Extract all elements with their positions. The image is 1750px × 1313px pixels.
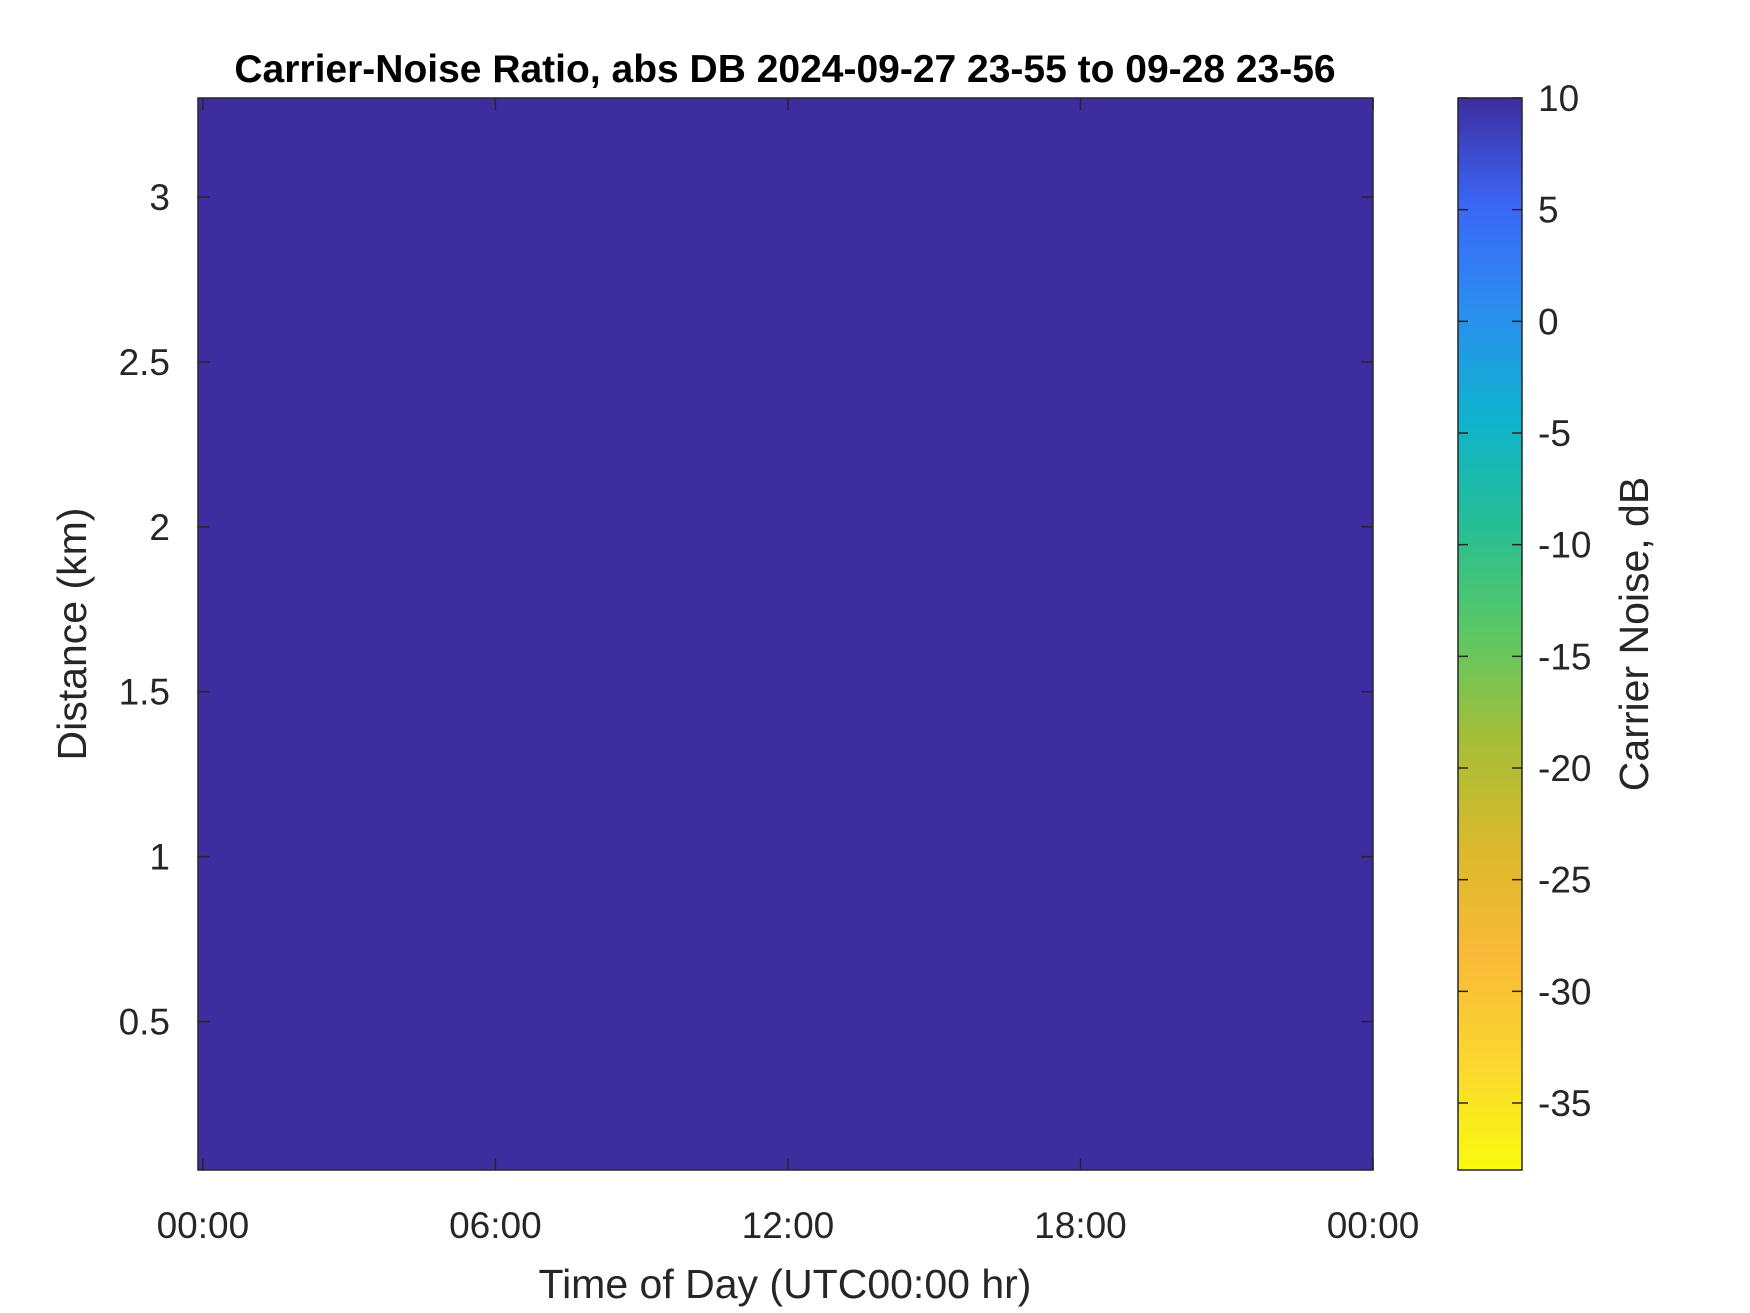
x-tick-label: 06:00 [449,1205,542,1246]
colorbar-gradient [1457,97,1523,1171]
y-tick-label: 0.5 [119,1002,170,1043]
y-tick-label: 2 [149,507,170,548]
colorbar-tick-label: -15 [1538,636,1591,677]
colorbar-tick-label: 0 [1538,301,1559,342]
y-tick-label: 1 [149,837,170,878]
colorbar-tick-label: -25 [1538,860,1591,901]
plot-frame [197,97,1374,1171]
colorbar-tick-label: -30 [1538,971,1591,1012]
heatmap-image [198,98,1373,1170]
y-tick-label: 3 [149,177,170,218]
chart-title: Carrier-Noise Ratio, abs DB 2024-09-27 2… [234,48,1335,91]
colorbar-tick-label: 5 [1538,190,1559,231]
colorbar-tick-label: -20 [1538,748,1591,789]
y-tick-label: 1.5 [119,672,170,713]
y-axis-label: Distance (km) [49,508,95,761]
y-tick-label: 2.5 [119,342,170,383]
x-tick-label: 00:00 [157,1205,250,1246]
x-tick-label: 00:00 [1327,1205,1420,1246]
x-axis-label: Time of Day (UTC00:00 hr) [539,1261,1032,1307]
colorbar-label: Carrier Noise, dB [1611,477,1657,791]
x-axis: 00:00 06:00 12:00 18:00 00:00 [157,98,1420,1246]
x-tick-label: 12:00 [742,1205,835,1246]
heatmap-plot-area [197,97,1374,1171]
colorbar-tick-label: -35 [1538,1083,1591,1124]
y-axis: 0.5 1 1.5 2 2.5 3 [119,177,1373,1043]
colorbar: 10 5 0 -5 -10 -15 -20 -25 -30 -35 [1457,78,1591,1171]
colorbar-ticks: 10 5 0 -5 -10 -15 -20 -25 -30 -35 [1458,78,1591,1124]
x-tick-label: 18:00 [1034,1205,1127,1246]
colorbar-tick-label: -5 [1538,413,1571,454]
colorbar-tick-label: -10 [1538,525,1591,566]
colorbar-tick-label: 10 [1538,78,1579,119]
